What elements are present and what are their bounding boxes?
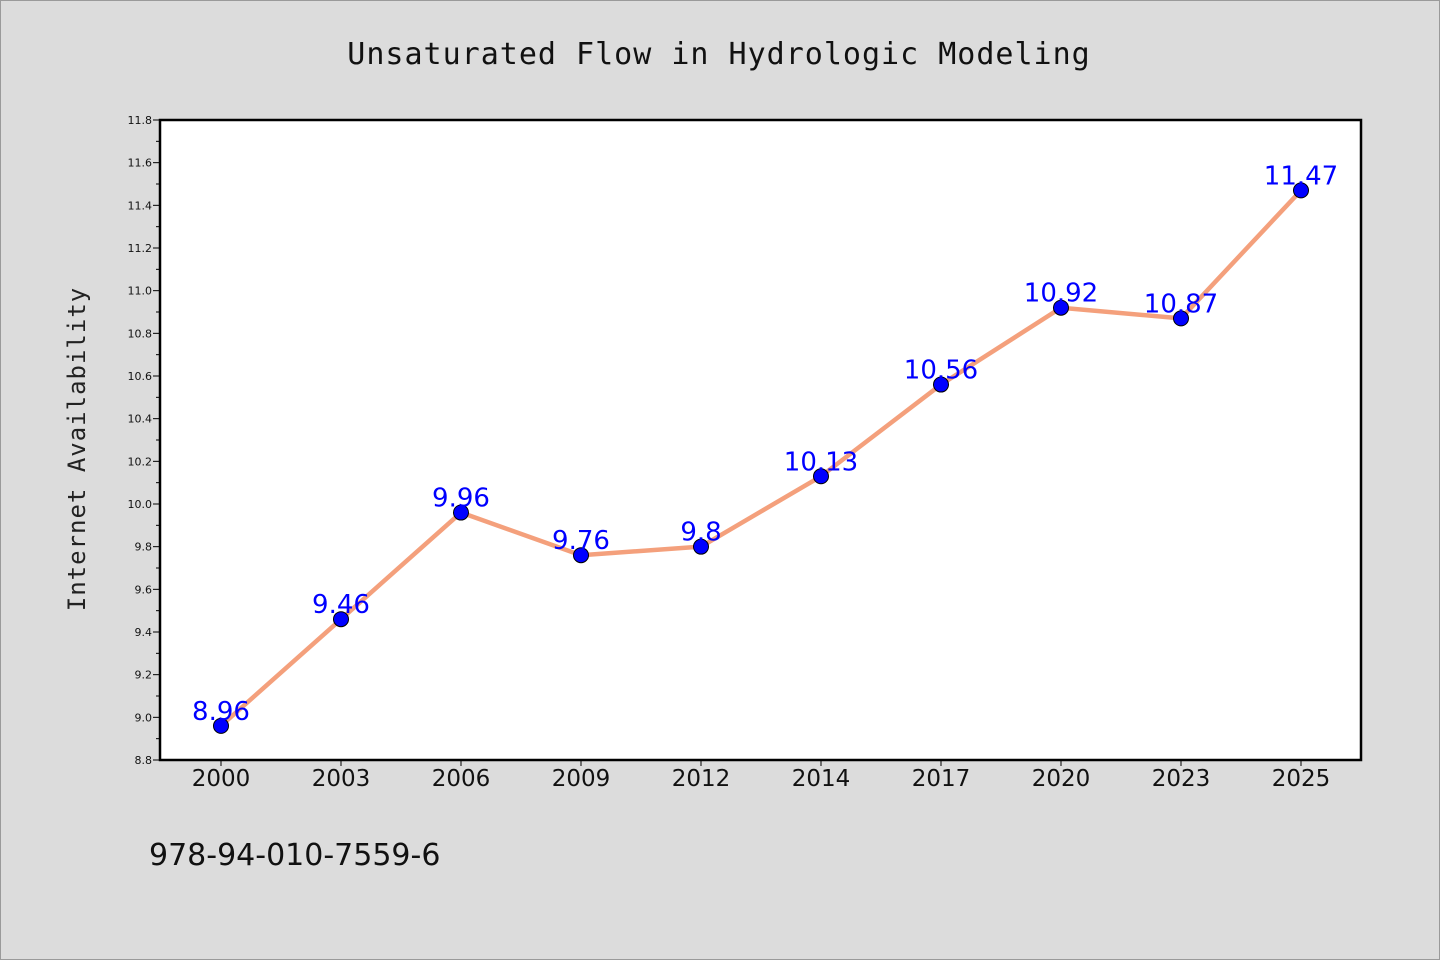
y-tick-label: 11.2 <box>128 242 153 255</box>
y-tick-label: 9.0 <box>135 711 153 724</box>
data-point <box>573 547 589 564</box>
data-point <box>693 538 709 555</box>
data-point <box>1173 310 1189 327</box>
plot-area <box>160 120 1361 760</box>
x-tick-label: 2017 <box>912 766 971 792</box>
data-point <box>933 376 949 393</box>
series-line <box>218 188 1304 729</box>
data-label: 10.13 <box>784 447 858 477</box>
y-tick-label: 10.4 <box>128 413 153 426</box>
plot-frame <box>158 118 1363 762</box>
y-tick-label: 9.2 <box>135 669 153 682</box>
y-tick-label: 10.6 <box>128 370 153 383</box>
data-label: 9.8 <box>680 518 721 548</box>
y-tick-label: 11.4 <box>128 199 153 212</box>
y-tick-label: 10.0 <box>128 498 153 511</box>
data-label: 8.96 <box>192 697 250 727</box>
data-label: 9.46 <box>312 590 370 620</box>
data-label: 10.87 <box>1144 289 1218 319</box>
chart-title: Unsaturated Flow in Hydrologic Modeling <box>347 37 1090 72</box>
x-tick-label: 2020 <box>1032 766 1091 792</box>
series-line-group <box>213 182 1309 734</box>
data-label: 10.56 <box>904 356 978 386</box>
y-tick-label: 9.8 <box>135 541 153 554</box>
data-label: 9.96 <box>432 484 490 514</box>
data-label: 10.92 <box>1024 279 1098 309</box>
y-tick-label: 10.8 <box>128 327 153 340</box>
isbn-text: 978-94-010-7559-6 <box>149 838 440 873</box>
y-tick-label: 11.6 <box>128 157 153 170</box>
y-axis-label: Internet Availability <box>63 287 91 611</box>
x-tick-label: 2009 <box>552 766 611 792</box>
data-point <box>1053 299 1069 316</box>
data-point <box>813 468 829 485</box>
x-tick-label: 2025 <box>1272 766 1331 792</box>
data-point <box>213 717 229 734</box>
x-axis: 2000 2003 2006 2009 2012 2014 2017 2020 2023 2025 <box>192 760 1331 792</box>
x-tick-label: 2023 <box>1152 766 1211 792</box>
x-tick-label: 2012 <box>672 766 731 792</box>
y-tick-label: 10.2 <box>128 455 153 468</box>
data-point <box>1293 182 1309 199</box>
data-label: 9.76 <box>552 526 610 556</box>
y-tick-label: 11.8 <box>128 114 153 127</box>
data-point <box>453 504 469 521</box>
y-tick-label: 11.0 <box>128 285 153 298</box>
y-tick-label: 9.4 <box>135 626 153 639</box>
y-tick-label: 9.6 <box>135 583 153 596</box>
y-tick-label: 8.8 <box>135 754 153 767</box>
x-tick-label: 2000 <box>192 766 251 792</box>
data-point <box>333 611 349 628</box>
data-labels: 8.96 9.46 9.96 9.76 9.8 10.13 10.56 10.92 10.87 1… <box>192 161 1338 726</box>
x-tick-label: 2003 <box>312 766 371 792</box>
x-tick-label: 2006 <box>432 766 491 792</box>
y-axis: 8.8 9.0 9.2 9.4 9.6 9.8 10.0 10.2 10.4 10.6 10.8 11… <box>128 114 160 767</box>
data-label: 11.47 <box>1264 161 1338 191</box>
x-tick-label: 2014 <box>792 766 851 792</box>
